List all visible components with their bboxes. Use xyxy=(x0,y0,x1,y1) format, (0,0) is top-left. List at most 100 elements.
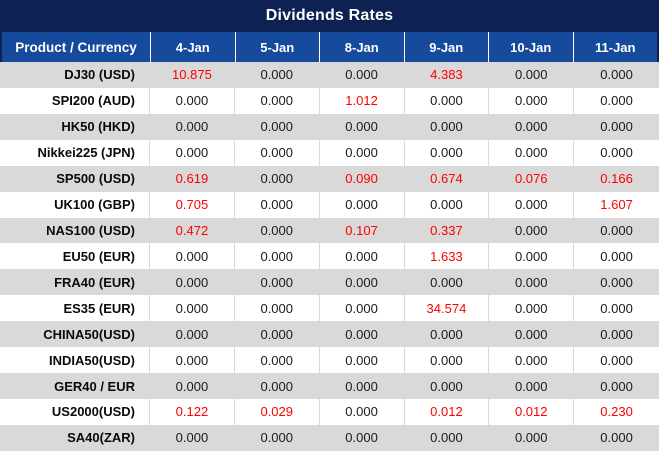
dividend-value-cell: 0.705 xyxy=(150,191,235,218)
dividend-value-cell: 0.000 xyxy=(489,424,575,451)
dividend-value-cell: 0.337 xyxy=(405,217,490,244)
dividend-value-cell: 0.230 xyxy=(600,404,633,420)
product-label: ES35 (EUR) xyxy=(0,295,150,322)
dividend-value-cell: 0.000 xyxy=(150,87,235,114)
dividend-value-cell: 0.000 xyxy=(489,269,575,296)
dividend-value-cell: 0.000 xyxy=(405,139,490,166)
dividend-value-cell: 0.000 xyxy=(320,62,405,88)
table-row: SP500 (USD) 0.619 0.000 0.090 0.674 0.076 0.16… xyxy=(0,165,659,192)
dividend-value-cell: 0.000 xyxy=(405,87,490,114)
table-row: Nikkei225 (JPN) 0.000 0.000 0.000 0.000 0.000… xyxy=(0,139,659,166)
dividend-value-cell: 0.000 xyxy=(320,139,405,166)
product-label: INDIA50(USD) xyxy=(0,347,150,374)
product-label: SPI200 (AUD) xyxy=(0,87,150,114)
dividend-value-cell: 0.000 xyxy=(405,113,490,140)
date-column-header: 4-Jan xyxy=(150,32,235,62)
dividend-value-cell: 0.107 xyxy=(320,217,405,244)
dividend-value-cell: 0.000 xyxy=(489,113,575,140)
dividend-value-cell: 0.000 xyxy=(320,191,405,218)
dividend-value-cell: 0.000 xyxy=(600,274,633,290)
table-row: UK100 (GBP) 0.705 0.000 0.000 0.000 0.000 1.60… xyxy=(0,191,659,218)
dividend-value-cell: 0.000 xyxy=(600,248,633,264)
dividend-value-cell: 0.000 xyxy=(600,67,633,83)
dividend-value-cell: 0.000 xyxy=(489,321,575,348)
dividend-value-cell: 0.000 xyxy=(489,87,575,114)
dividend-value-cell: 0.000 xyxy=(320,424,405,451)
table-row: FRA40 (EUR) 0.000 0.000 0.000 0.000 0.000 0.00… xyxy=(0,269,659,296)
product-label: SP500 (USD) xyxy=(0,165,150,192)
dividend-value-cell: 0.000 xyxy=(320,113,405,140)
product-label: DJ30 (USD) xyxy=(0,62,150,88)
dividend-value-cell: 0.000 xyxy=(489,191,575,218)
dividend-value-cell: 0.000 xyxy=(600,119,633,135)
dividend-value-cell: 0.619 xyxy=(150,165,235,192)
dividend-value-cell: 0.000 xyxy=(405,424,490,451)
table-row: US2000(USD) 0.122 0.029 0.000 0.012 0.012 0.23… xyxy=(0,398,659,425)
dividend-value-cell: 0.029 xyxy=(235,398,320,425)
dividend-value-cell: 0.000 xyxy=(489,347,575,374)
dividend-value-cell: 0.000 xyxy=(405,191,490,218)
product-label: UK100 (GBP) xyxy=(0,191,150,218)
dividend-value-cell: 0.000 xyxy=(150,295,235,322)
date-column-header: 5-Jan xyxy=(234,32,320,62)
dividend-value-cell: 0.000 xyxy=(235,269,320,296)
date-column-header: 8-Jan xyxy=(319,32,404,62)
date-column-header: 11-Jan xyxy=(572,32,658,62)
dividend-value-cell: 0.000 xyxy=(235,165,320,192)
dividend-value-cell: 0.000 xyxy=(235,113,320,140)
dividend-value-cell: 1.607 xyxy=(600,197,633,213)
page-title: Dividends Rates xyxy=(265,7,394,24)
dividend-value-cell: 0.000 xyxy=(235,424,320,451)
table-row: SPI200 (AUD) 0.000 0.000 1.012 0.000 0.000 0.0… xyxy=(0,87,659,114)
dividend-value-cell: 0.076 xyxy=(489,165,575,192)
dividend-value-cell: 0.000 xyxy=(235,347,320,374)
dividend-value-cell: 0.000 xyxy=(320,398,405,425)
table-row: HK50 (HKD) 0.000 0.000 0.000 0.000 0.000 0.000 xyxy=(0,113,659,140)
dividend-value-cell: 0.000 xyxy=(235,217,320,244)
table-row: DJ30 (USD) 10.875 0.000 0.000 4.383 0.000 0.00… xyxy=(0,62,659,88)
table-row: CHINA50(USD) 0.000 0.000 0.000 0.000 0.000 0.0… xyxy=(0,321,659,348)
table-row: NAS100 (USD) 0.472 0.000 0.107 0.337 0.000 0.0… xyxy=(0,217,659,244)
dividend-value-cell: 0.674 xyxy=(405,165,490,192)
dividend-value-cell: 0.000 xyxy=(600,145,633,161)
dividend-value-cell: 0.000 xyxy=(320,295,405,322)
dividend-value-cell: 0.122 xyxy=(150,398,235,425)
dividend-value-cell: 0.012 xyxy=(489,398,575,425)
dividend-value-cell: 1.633 xyxy=(405,243,490,270)
dividend-value-cell: 0.000 xyxy=(600,93,633,109)
dividend-value-cell: 0.000 xyxy=(600,378,633,394)
product-label: HK50 (HKD) xyxy=(0,113,150,140)
dividend-value-cell: 0.000 xyxy=(405,269,490,296)
dividend-value-cell: 0.000 xyxy=(320,373,405,399)
product-label: Nikkei225 (JPN) xyxy=(0,139,150,166)
dividend-value-cell: 0.000 xyxy=(235,62,320,88)
dividend-value-cell: 0.000 xyxy=(320,321,405,348)
dividend-value-cell: 0.000 xyxy=(489,373,575,399)
dividend-value-cell: 0.000 xyxy=(489,217,575,244)
date-column-header: 9-Jan xyxy=(403,32,489,62)
dividend-value-cell: 0.000 xyxy=(405,347,490,374)
dividend-value-cell: 0.000 xyxy=(150,373,235,399)
dividend-value-cell: 0.000 xyxy=(489,139,575,166)
table-row: GER40 / EUR 0.000 0.000 0.000 0.000 0.000 0.00… xyxy=(0,373,659,399)
dividend-value-cell: 0.000 xyxy=(600,300,633,316)
dividend-value-cell: 0.000 xyxy=(150,347,235,374)
dividend-value-cell: 0.000 xyxy=(235,87,320,114)
dividend-value-cell: 0.090 xyxy=(320,165,405,192)
dividend-value-cell: 0.000 xyxy=(489,62,575,88)
dividend-value-cell: 0.000 xyxy=(405,373,490,399)
dividend-value-cell: 0.000 xyxy=(600,326,633,342)
dividend-value-cell: 0.166 xyxy=(600,171,633,187)
table-body: DJ30 (USD) 10.875 0.000 0.000 4.383 0.000 0.00… xyxy=(0,62,659,451)
dividend-value-cell: 0.000 xyxy=(150,139,235,166)
dividend-value-cell: 0.000 xyxy=(235,295,320,322)
dividend-value-cell: 0.000 xyxy=(320,347,405,374)
dividend-value-cell: 0.000 xyxy=(150,424,235,451)
date-column-header: 10-Jan xyxy=(488,32,573,62)
table-row: INDIA50(USD) 0.000 0.000 0.000 0.000 0.000 0.0… xyxy=(0,347,659,374)
dividend-value-cell: 0.000 xyxy=(235,321,320,348)
product-label: EU50 (EUR) xyxy=(0,243,150,270)
product-currency-column-header: Product / Currency xyxy=(15,39,137,55)
dividend-value-cell: 1.012 xyxy=(320,87,405,114)
